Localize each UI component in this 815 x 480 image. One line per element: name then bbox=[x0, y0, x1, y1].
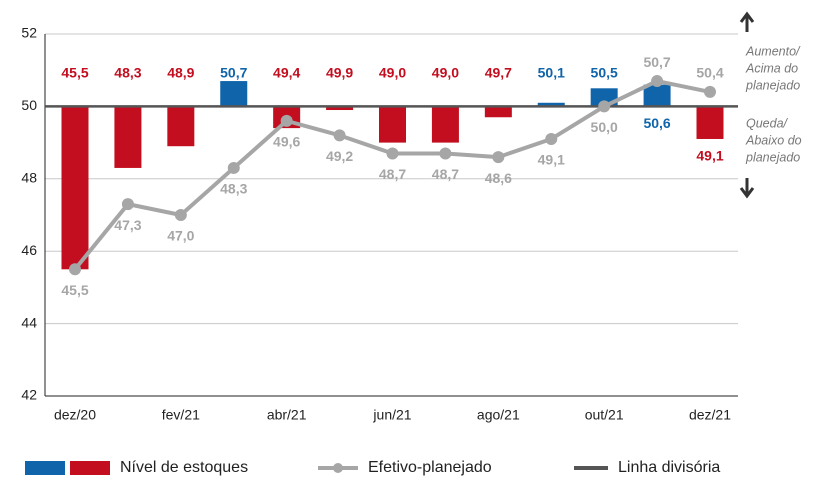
annotation-above: Aumento/ bbox=[745, 44, 801, 58]
line-point bbox=[704, 85, 716, 98]
legend-swatch bbox=[333, 463, 343, 473]
x-tick-label: fev/21 bbox=[162, 407, 200, 423]
bar bbox=[326, 106, 354, 111]
bar-value-label: 49,0 bbox=[432, 65, 459, 81]
bar-value-label: 49,0 bbox=[379, 65, 406, 81]
line-value-label: 47,3 bbox=[114, 217, 141, 233]
annotation-above: Acima do bbox=[745, 61, 798, 75]
line-value-label: 50,4 bbox=[696, 65, 723, 81]
bar bbox=[61, 106, 89, 270]
bar bbox=[696, 106, 724, 139]
bar-value-label: 50,7 bbox=[220, 65, 247, 81]
line-point bbox=[280, 114, 293, 127]
line-value-label: 50,7 bbox=[643, 54, 670, 70]
line-point bbox=[439, 147, 452, 160]
bar-value-label: 48,3 bbox=[114, 65, 141, 81]
bar bbox=[431, 106, 459, 143]
legend-label: Efetivo-planejado bbox=[368, 459, 492, 476]
y-tick-label: 48 bbox=[21, 170, 37, 186]
y-tick-label: 50 bbox=[21, 97, 37, 113]
annotation-below: planejado bbox=[745, 150, 800, 164]
legend-swatch bbox=[70, 461, 110, 475]
bar-value-label: 49,9 bbox=[326, 65, 353, 81]
bar bbox=[220, 81, 248, 107]
y-tick-label: 44 bbox=[21, 314, 37, 330]
bar-value-label: 45,5 bbox=[61, 65, 88, 81]
line-value-label: 48,7 bbox=[379, 166, 406, 182]
line-point bbox=[651, 75, 664, 88]
arrow-up bbox=[739, 11, 755, 32]
y-tick-label: 42 bbox=[21, 387, 37, 403]
line-value-label: 50,0 bbox=[591, 119, 618, 135]
x-tick-label: out/21 bbox=[585, 407, 624, 423]
line-point bbox=[227, 161, 240, 174]
line-point bbox=[492, 151, 505, 164]
bar bbox=[537, 102, 565, 107]
x-tick-label: dez/21 bbox=[689, 407, 731, 423]
line-point bbox=[121, 198, 134, 211]
bar bbox=[484, 106, 512, 118]
line-value-label: 48,3 bbox=[220, 181, 247, 197]
bar-value-label: 49,1 bbox=[696, 148, 723, 164]
line-point bbox=[598, 100, 611, 113]
line-value-label: 48,7 bbox=[432, 166, 459, 182]
bar-value-label: 49,4 bbox=[273, 65, 300, 81]
x-tick-label: ago/21 bbox=[477, 407, 520, 423]
legend-label: Linha divisória bbox=[618, 459, 720, 476]
line-value-label: 47,0 bbox=[167, 228, 194, 244]
bar-value-label: 49,7 bbox=[485, 65, 512, 81]
x-tick-label: jun/21 bbox=[372, 407, 411, 423]
bar bbox=[114, 106, 142, 168]
y-tick-label: 52 bbox=[21, 25, 37, 41]
legend-label: Nível de estoques bbox=[120, 459, 248, 476]
line-point bbox=[545, 132, 558, 145]
x-tick-label: dez/20 bbox=[54, 407, 96, 423]
bar bbox=[379, 106, 406, 143]
bar-value-label: 50,6 bbox=[643, 115, 670, 131]
bar-value-label: 48,9 bbox=[167, 65, 194, 81]
line-value-label: 45,5 bbox=[61, 282, 88, 298]
annotation-below: Queda/ bbox=[746, 116, 789, 130]
line-point bbox=[386, 147, 399, 160]
bar-value-label: 50,1 bbox=[538, 65, 565, 81]
line-value-label: 49,6 bbox=[273, 134, 300, 150]
y-tick-label: 46 bbox=[21, 242, 37, 258]
bar-value-label: 50,5 bbox=[591, 65, 618, 81]
line-value-label: 49,1 bbox=[538, 152, 565, 168]
annotation-below: Abaixo do bbox=[745, 133, 802, 147]
line-point bbox=[333, 129, 346, 142]
annotation-above: planejado bbox=[745, 78, 800, 92]
line-point bbox=[69, 263, 81, 276]
bar bbox=[643, 84, 671, 107]
arrow-down bbox=[739, 178, 755, 199]
x-tick-label: abr/21 bbox=[267, 407, 307, 423]
line-value-label: 49,2 bbox=[326, 148, 353, 164]
line-value-label: 48,6 bbox=[485, 170, 512, 186]
legend-swatch bbox=[25, 461, 65, 475]
line-point bbox=[174, 209, 187, 221]
bar bbox=[167, 106, 195, 147]
